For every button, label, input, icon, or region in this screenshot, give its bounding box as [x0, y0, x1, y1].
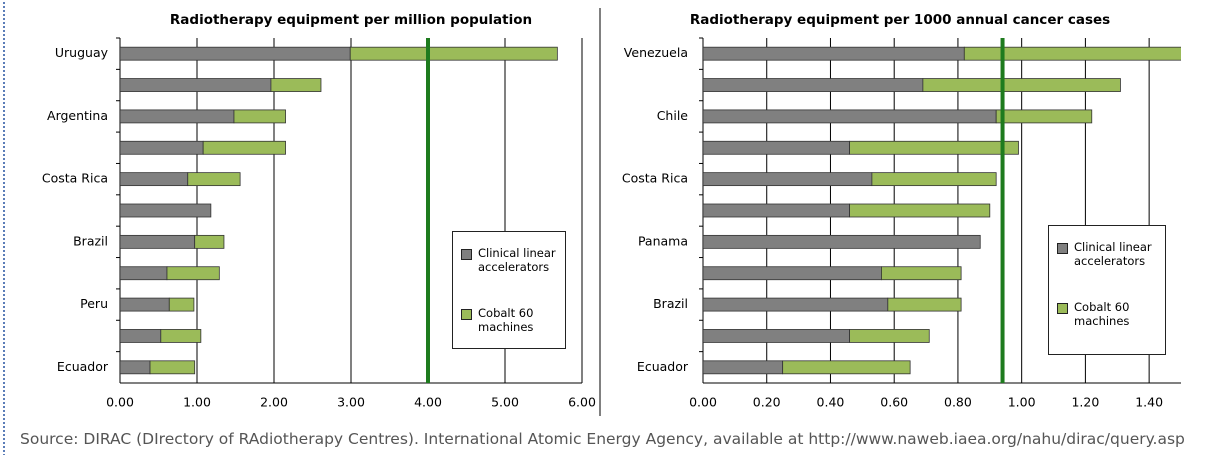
legend-label: Clinical linear accelerators: [1074, 240, 1152, 268]
x-tick-label: 5.00: [491, 395, 519, 410]
x-tick-label: 4.00: [414, 395, 442, 410]
legend-item: Clinical linear accelerators: [1057, 240, 1157, 268]
legend-swatch: [1057, 243, 1068, 254]
bar-segment: [168, 297, 195, 312]
bar-segment: [120, 266, 168, 281]
y-tick-label: Venezuela: [624, 45, 688, 60]
bar-segment: [887, 297, 962, 312]
x-tick-label: 1.40: [1135, 395, 1163, 410]
bar-segment: [120, 46, 351, 61]
bar-segment: [349, 46, 558, 61]
bar-segment: [849, 203, 991, 218]
y-tick-label: Ecuador: [57, 359, 109, 374]
legend-label: Cobalt 60 machines: [1074, 300, 1130, 328]
x-tick-label: 3.00: [337, 395, 365, 410]
legend-item: Cobalt 60 machines: [461, 306, 557, 334]
y-tick-label: Ecuador: [637, 359, 689, 374]
bar-segment: [703, 140, 850, 155]
y-tick-label: Panama: [638, 233, 688, 248]
bar-segment: [120, 140, 204, 155]
y-tick-label: Costa Rica: [42, 171, 108, 186]
bar-segment: [871, 172, 997, 187]
bar-segment: [995, 109, 1093, 124]
legend: Clinical linear accelerators Cobalt 60 ma…: [1048, 225, 1166, 355]
bar-segment: [120, 297, 170, 312]
legend-swatch: [461, 249, 472, 260]
bar-segment: [703, 203, 850, 218]
chart-title: Radiotherapy equipment per million popul…: [170, 12, 532, 28]
x-tick-label: 1.20: [1071, 395, 1099, 410]
bar-segment: [194, 234, 225, 249]
bar-segment: [120, 203, 212, 218]
bar-segment: [849, 140, 1019, 155]
bar-segment: [233, 109, 286, 124]
bar-segment: [120, 234, 196, 249]
bar-segment: [120, 329, 162, 343]
bar-segment: [703, 109, 997, 124]
bar-segment: [703, 172, 873, 187]
x-tick-label: 1.00: [1008, 395, 1036, 410]
bar-segment: [849, 329, 930, 343]
y-tick-label: Costa Rica: [622, 171, 688, 186]
bar-segment: [187, 172, 241, 187]
legend-swatch: [1057, 303, 1068, 314]
bar-segment: [120, 360, 151, 375]
x-tick-label: 0.60: [880, 395, 908, 410]
bar-segment: [703, 329, 850, 343]
bar-segment: [703, 234, 981, 249]
legend-label: Cobalt 60 machines: [478, 306, 534, 334]
chart-title: Radiotherapy equipment per 1000 annual c…: [690, 12, 1110, 28]
x-tick-label: 6.00: [568, 395, 596, 410]
y-tick-label: Peru: [80, 296, 108, 311]
bar-segment: [160, 329, 202, 343]
bar-segment: [963, 46, 1181, 61]
bar-segment: [166, 266, 220, 281]
x-tick-label: 0.80: [944, 395, 972, 410]
y-tick-label: Brazil: [653, 296, 688, 311]
y-tick-label: Brazil: [73, 233, 108, 248]
x-tick-label: 1.00: [183, 395, 211, 410]
x-tick-label: 0.20: [753, 395, 781, 410]
x-tick-label: 0.00: [689, 395, 717, 410]
legend-item: Clinical linear accelerators: [461, 246, 557, 274]
x-tick-label: 0.00: [106, 395, 134, 410]
source-note: Source: DIRAC (DIrectory of RAdiotherapy…: [20, 430, 1185, 448]
bar-segment: [120, 78, 272, 92]
bar-segment: [782, 360, 911, 375]
legend-item: Cobalt 60 machines: [1057, 300, 1157, 328]
bar-segment: [703, 46, 965, 61]
bar-segment: [703, 266, 882, 281]
bar-segment: [149, 360, 196, 375]
legend-label: Clinical linear accelerators: [478, 246, 556, 274]
y-tick-label: Chile: [657, 108, 689, 123]
y-tick-label: Argentina: [47, 108, 108, 123]
bar-segment: [703, 78, 924, 92]
y-tick-label: Uruguay: [55, 45, 109, 60]
bar-segment: [881, 266, 962, 281]
legend-swatch: [461, 309, 472, 320]
bar-segment: [120, 109, 235, 124]
bar-segment: [120, 172, 189, 187]
legend: Clinical linear accelerators Cobalt 60 ma…: [452, 231, 566, 349]
bar-segment: [270, 78, 322, 92]
bar-segment: [703, 360, 784, 375]
x-tick-label: 2.00: [260, 395, 288, 410]
bar-segment: [202, 140, 286, 155]
bar-segment: [703, 297, 889, 312]
bar-segment: [922, 78, 1121, 92]
x-tick-label: 0.40: [817, 395, 845, 410]
